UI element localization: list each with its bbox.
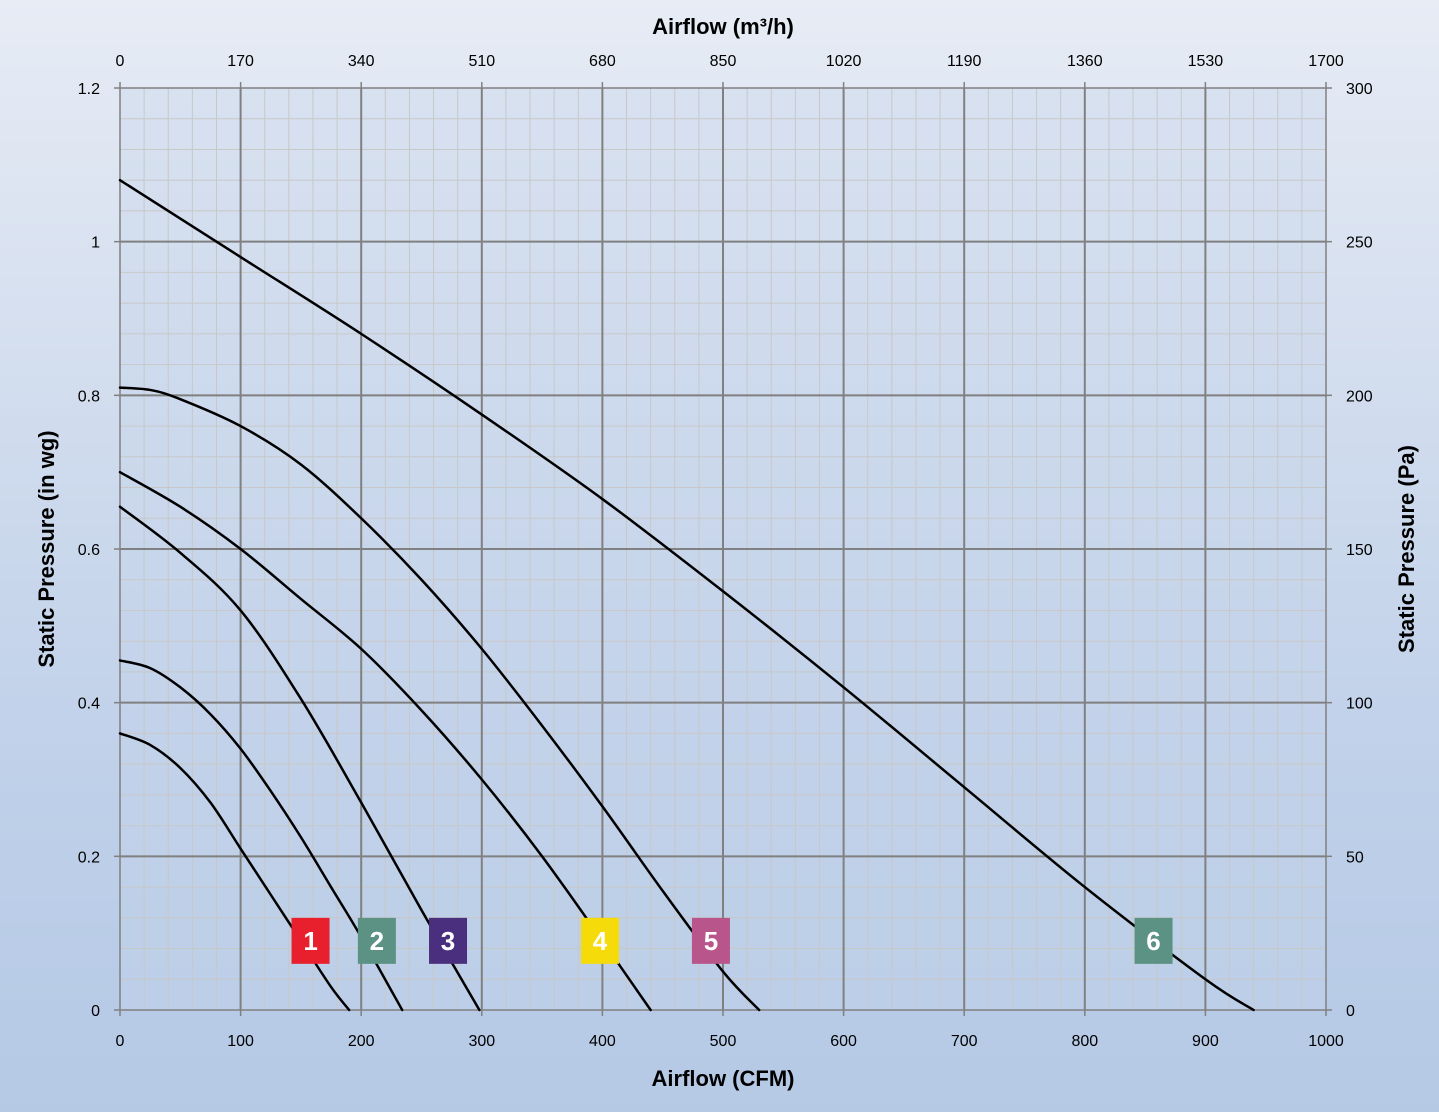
y-tick-label: 0.4 xyxy=(78,696,100,713)
x-tick-label: 0 xyxy=(116,1033,125,1050)
x2-tick-label: 0 xyxy=(116,53,125,70)
curve-badge-1 xyxy=(291,917,330,964)
curve-badge-label-1: 1 xyxy=(303,926,317,956)
curve-badge-3 xyxy=(429,917,468,964)
curve-badge-2 xyxy=(357,917,396,964)
x2-tick-label: 1190 xyxy=(947,53,982,70)
y2-tick-label: 50 xyxy=(1346,849,1364,866)
x-tick-label: 300 xyxy=(468,1033,495,1050)
x-tick-label: 500 xyxy=(710,1033,737,1050)
x-tick-label: 600 xyxy=(830,1033,857,1050)
y2-tick-label: 250 xyxy=(1346,235,1373,252)
series-line-5 xyxy=(118,386,761,1012)
curve-badges: 1 2 3 4 5 6 xyxy=(291,917,1173,964)
x-axis-title-bottom: Airflow (CFM) xyxy=(652,1066,795,1091)
series-line-4 xyxy=(118,470,652,1012)
curve-badge-label-3: 3 xyxy=(441,926,455,956)
curve-badge-label-6: 6 xyxy=(1146,926,1160,956)
x-tick-label: 100 xyxy=(227,1033,254,1050)
major-gridlines xyxy=(120,88,1326,1010)
x2-tick-label: 510 xyxy=(468,53,495,70)
y-tick-label: 0.8 xyxy=(78,388,100,405)
x-tick-label: 200 xyxy=(348,1033,375,1050)
x2-tick-label: 170 xyxy=(227,53,254,70)
x2-tick-label: 340 xyxy=(348,53,375,70)
series-line-6 xyxy=(118,178,1255,1012)
series-line-2 xyxy=(118,659,404,1012)
series-line-3 xyxy=(118,505,481,1012)
x-tick-label: 700 xyxy=(951,1033,978,1050)
x-tick-label: 1000 xyxy=(1308,1033,1344,1050)
x2-tick-label: 680 xyxy=(589,53,616,70)
y2-tick-label: 0 xyxy=(1346,1003,1355,1020)
y-axis-title-left: Static Pressure (in wg) xyxy=(34,430,59,667)
x-tick-label: 800 xyxy=(1071,1033,1098,1050)
y-tick-label: 0 xyxy=(91,1003,100,1020)
curve-badge-label-4: 4 xyxy=(593,926,608,956)
series-lines xyxy=(118,178,1255,1012)
x2-tick-label: 1700 xyxy=(1308,53,1344,70)
curve-badge-6 xyxy=(1134,917,1173,964)
y2-tick-label: 200 xyxy=(1346,388,1373,405)
x2-tick-label: 1020 xyxy=(826,53,862,70)
y-tick-label: 0.2 xyxy=(78,849,100,866)
curve-badge-5 xyxy=(691,917,730,964)
x-tick-label: 400 xyxy=(589,1033,616,1050)
x2-tick-label: 1360 xyxy=(1067,53,1103,70)
axis-ticks xyxy=(114,82,1332,1016)
y2-tick-label: 300 xyxy=(1346,81,1373,98)
x2-tick-label: 1530 xyxy=(1188,53,1224,70)
series-line-1 xyxy=(118,732,351,1012)
x-axis-title-top: Airflow (m³/h) xyxy=(652,14,794,39)
curve-badge-label-2: 2 xyxy=(370,926,384,956)
y2-tick-label: 150 xyxy=(1346,542,1373,559)
y-tick-label: 0.6 xyxy=(78,542,100,559)
y-axis-title-right: Static Pressure (Pa) xyxy=(1394,445,1419,653)
y-tick-label: 1.2 xyxy=(78,81,100,98)
curve-badge-4 xyxy=(580,917,619,964)
x2-tick-label: 850 xyxy=(710,53,737,70)
y2-tick-label: 100 xyxy=(1346,696,1373,713)
y-tick-label: 1 xyxy=(91,235,100,252)
x-tick-label: 900 xyxy=(1192,1033,1219,1050)
curve-badge-label-5: 5 xyxy=(704,926,718,956)
